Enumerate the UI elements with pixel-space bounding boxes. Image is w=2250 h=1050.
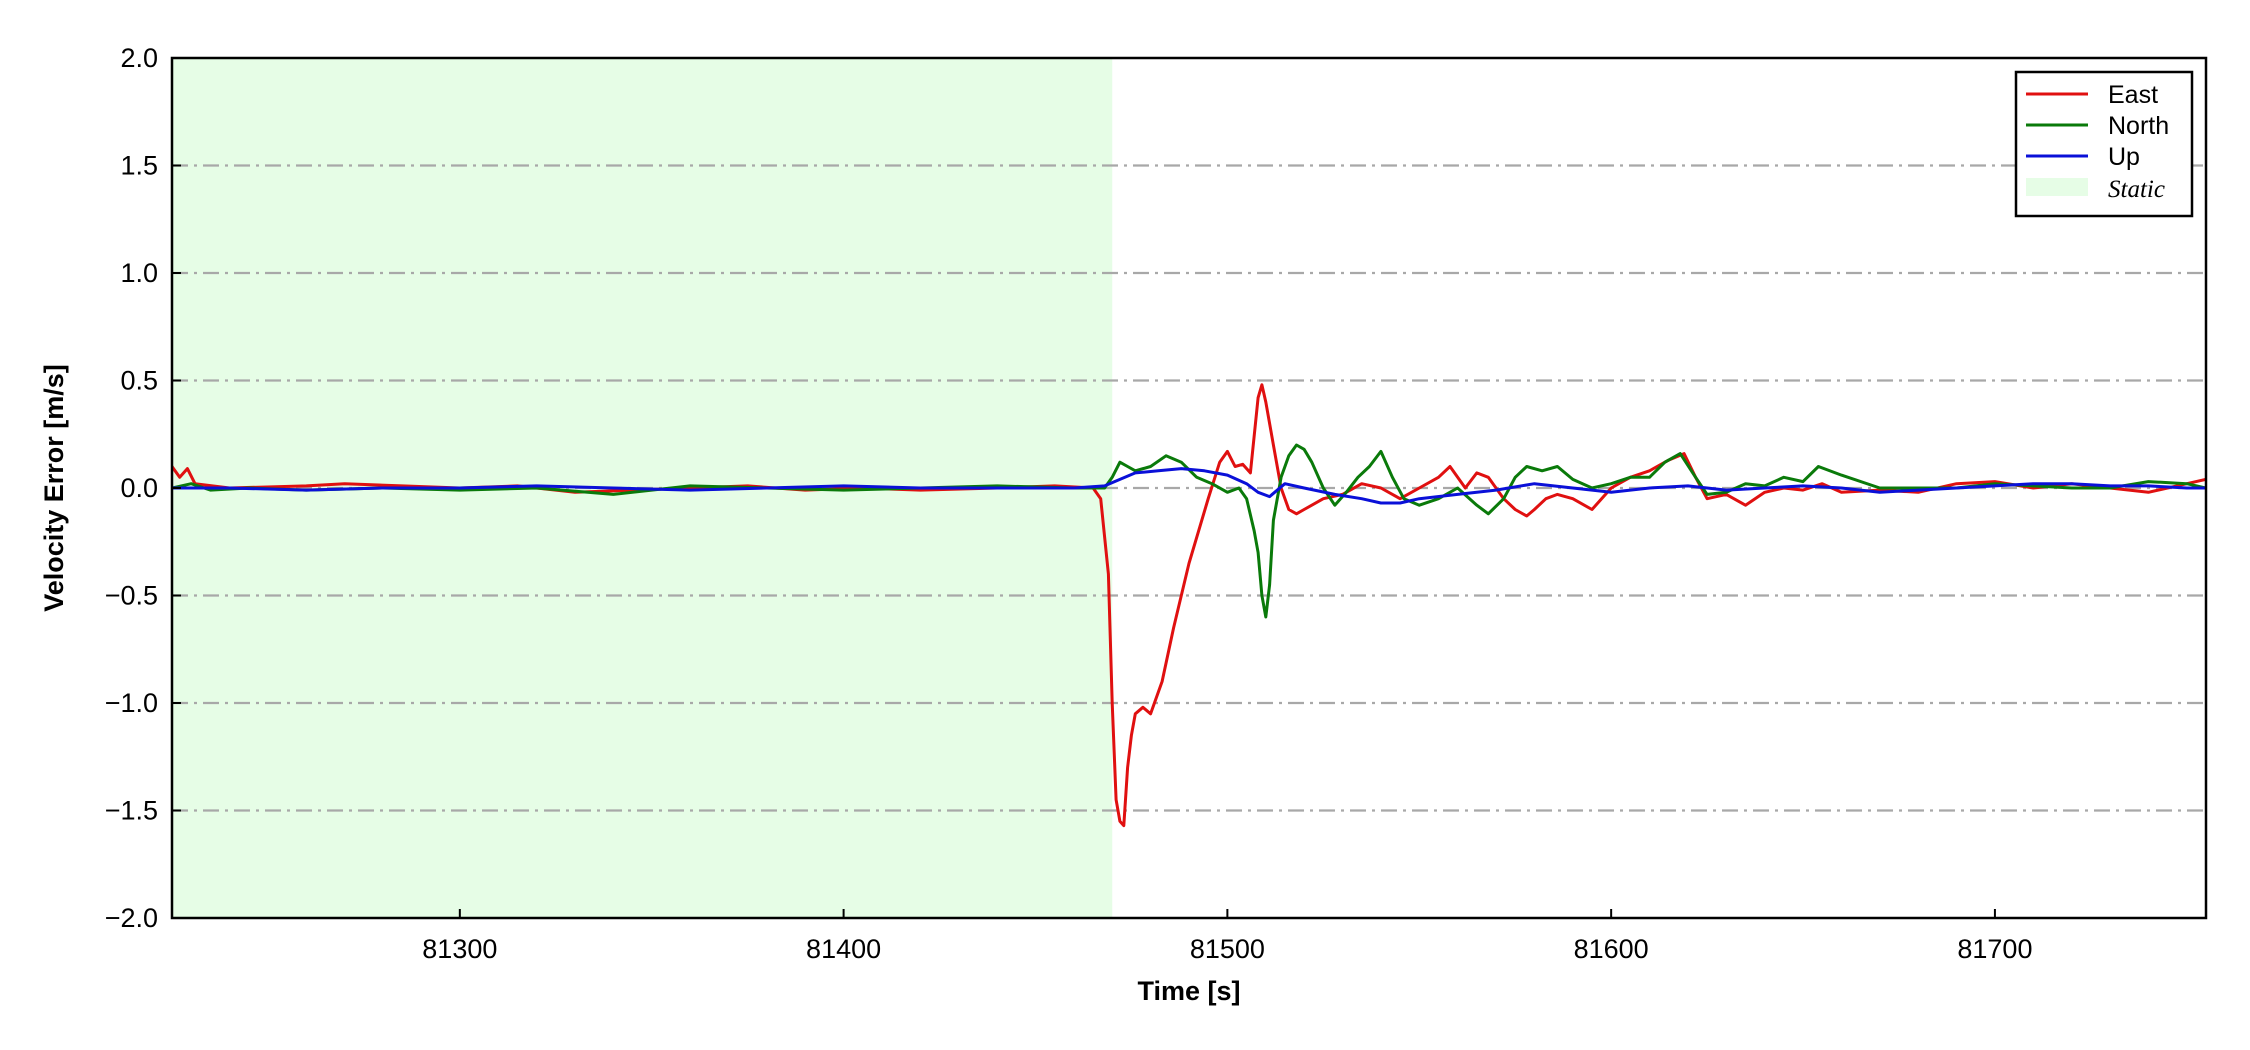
x-tick-label: 81600	[1574, 934, 1649, 964]
legend-up-label: Up	[2108, 143, 2140, 171]
x-tick-label: 81400	[806, 934, 881, 964]
series-lines	[172, 383, 2206, 828]
series-line-east	[172, 383, 2206, 828]
legend-static-swatch	[2026, 178, 2088, 196]
x-tick-label: 81300	[422, 934, 497, 964]
y-tick-label: −2.0	[105, 903, 158, 933]
legend-north-label: North	[2108, 112, 2169, 140]
y-axis-label: Velocity Error [m/s]	[39, 364, 69, 612]
y-tick-label: 1.5	[120, 151, 158, 181]
grid-lines	[172, 164, 2206, 812]
y-axis-ticks: −2.0 −1.5 −1.0 −0.5 0.0 0.5 1.0 1.5 2.0	[105, 43, 181, 933]
y-tick-label: −1.5	[105, 796, 158, 826]
y-tick-label: 0.0	[120, 473, 158, 503]
y-tick-label: 0.5	[120, 366, 158, 396]
x-axis-ticks: 81300 81400 81500 81600 81700	[422, 909, 2032, 964]
x-tick-label: 81700	[1957, 934, 2032, 964]
legend-static-label: Static	[2108, 176, 2165, 203]
x-axis-label: Time [s]	[1137, 976, 1240, 1006]
legend-east-label: East	[2108, 81, 2158, 109]
legend: East North Up Static	[2014, 70, 2194, 218]
y-tick-label: −0.5	[105, 581, 158, 611]
y-tick-label: 2.0	[120, 43, 158, 73]
series-line-up	[172, 467, 2206, 505]
y-tick-label: 1.0	[120, 258, 158, 288]
x-tick-label: 81500	[1190, 934, 1265, 964]
y-tick-label: −1.0	[105, 688, 158, 718]
